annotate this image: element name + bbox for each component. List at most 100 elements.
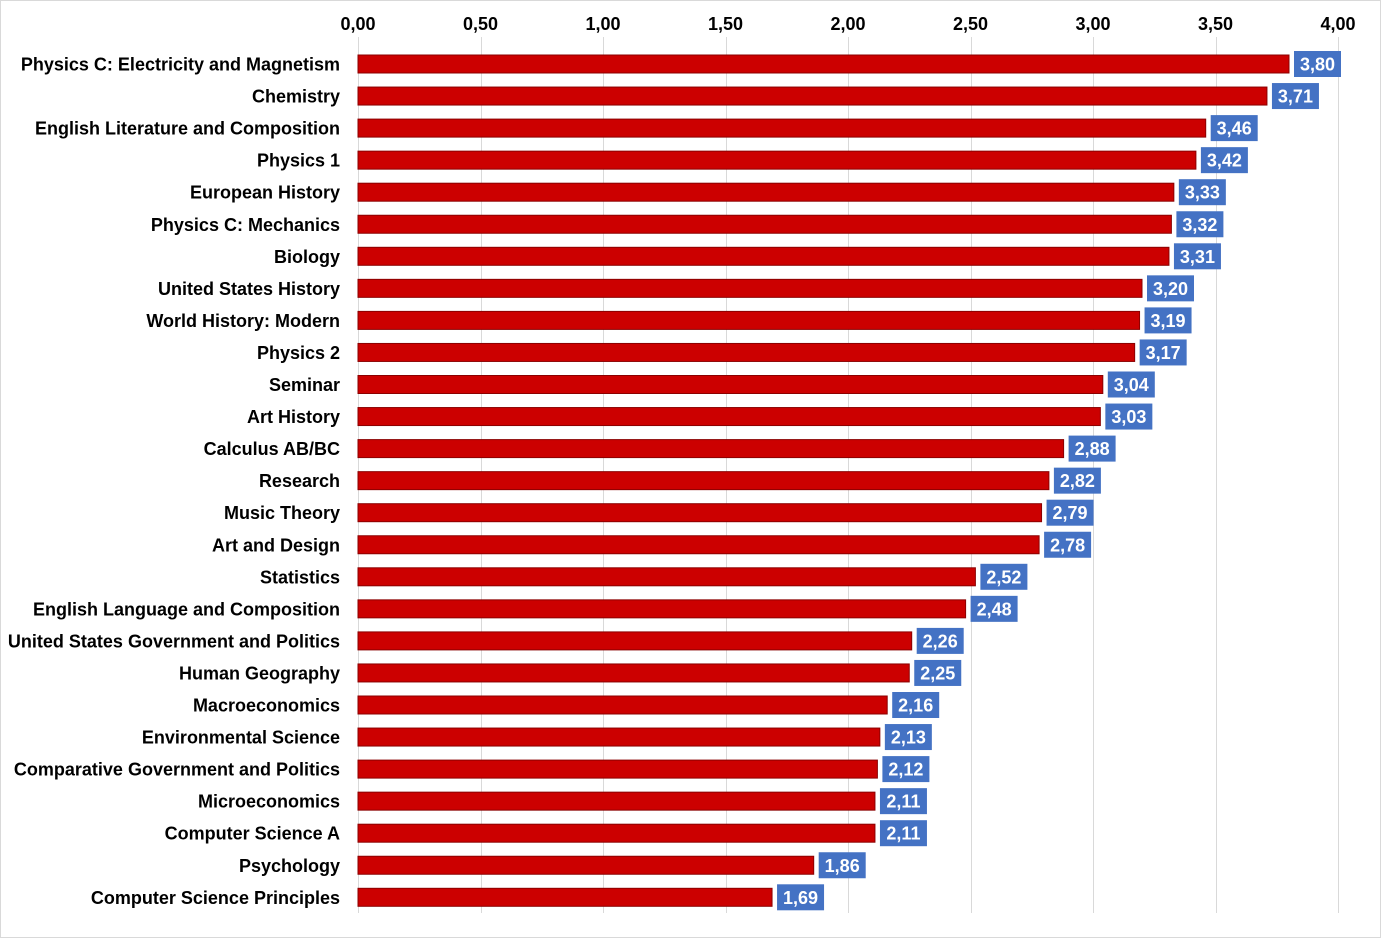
- data-label-box: [914, 659, 962, 686]
- bar: [357, 278, 1143, 298]
- category-label: Biology: [274, 247, 340, 267]
- data-label-box: [1271, 83, 1319, 110]
- data-label-box: [980, 563, 1028, 590]
- data-label: 2,12: [888, 760, 923, 780]
- data-label-box: [777, 884, 825, 911]
- data-label-box: [818, 852, 866, 879]
- category-label: United States Government and Politics: [8, 631, 340, 651]
- data-label: 2,48: [977, 599, 1012, 619]
- bar: [357, 407, 1101, 427]
- category-label: Computer Science A: [165, 824, 340, 844]
- category-label: Microeconomics: [198, 792, 340, 812]
- data-label: 2,52: [986, 567, 1021, 587]
- data-label-box: [879, 788, 927, 815]
- data-label-box: [970, 595, 1018, 622]
- category-label: Computer Science Principles: [91, 888, 340, 908]
- bar: [357, 214, 1172, 234]
- bar: [357, 471, 1050, 491]
- x-tick-label: 0,50: [463, 14, 498, 34]
- category-label: Human Geography: [179, 663, 340, 683]
- x-axis-ticks: 0,00 0,50 1,00 1,50 2,00 2,50 3,00 3,50 4,00: [340, 14, 1355, 34]
- category-label: Seminar: [269, 375, 340, 395]
- category-label: Psychology: [239, 856, 340, 876]
- category-label: Calculus AB/BC: [204, 439, 340, 459]
- bar: [357, 342, 1136, 362]
- category-label: United States History: [158, 279, 340, 299]
- bar: [357, 823, 876, 843]
- data-label: 3,32: [1182, 215, 1217, 235]
- data-label: 3,19: [1151, 311, 1186, 331]
- category-label: Research: [259, 471, 340, 491]
- data-label: 2,25: [920, 663, 955, 683]
- x-tick-label: 2,00: [830, 14, 865, 34]
- data-label: 2,82: [1060, 471, 1095, 491]
- data-label-box: [1105, 403, 1153, 430]
- data-label: 1,69: [783, 888, 818, 908]
- data-label-box: [1176, 211, 1224, 238]
- category-label: Art and Design: [212, 535, 340, 555]
- data-label-box: [892, 692, 940, 718]
- data-label-box: [1144, 307, 1192, 334]
- category-label: Macroeconomics: [193, 696, 340, 716]
- bar: [357, 599, 967, 619]
- category-label: Physics 1: [257, 151, 340, 171]
- bar: [357, 182, 1175, 202]
- data-label-box: [1046, 499, 1094, 526]
- data-label-box: [1147, 275, 1194, 302]
- category-label: European History: [190, 183, 340, 203]
- x-tick-label: 0,00: [340, 14, 375, 34]
- data-label: 2,11: [886, 824, 920, 844]
- data-label-box: [1294, 51, 1341, 77]
- bar: [357, 791, 876, 811]
- bar: [357, 695, 888, 715]
- data-label-box: [1210, 115, 1258, 142]
- data-label: 2,16: [898, 696, 933, 716]
- data-label-box: [882, 756, 930, 783]
- data-label: 3,46: [1217, 119, 1252, 139]
- x-tick-label: 3,50: [1198, 14, 1233, 34]
- x-tick-label: 1,00: [585, 14, 620, 34]
- bar: [357, 631, 913, 651]
- bar: [357, 567, 976, 587]
- data-label-box: [1139, 339, 1187, 366]
- category-label: World History: Modern: [146, 311, 340, 331]
- data-label-box: [884, 724, 932, 751]
- bar: [357, 535, 1040, 555]
- category-label: Physics 2: [257, 343, 340, 363]
- bar: [357, 663, 910, 683]
- data-label: 2,26: [923, 631, 958, 651]
- data-label-box: [879, 820, 927, 847]
- data-label-box: [916, 627, 964, 654]
- bar: [357, 150, 1197, 170]
- data-label-box: [1178, 179, 1226, 206]
- bar: [357, 855, 815, 875]
- data-label: 3,31: [1180, 247, 1215, 267]
- data-label-box: [1053, 467, 1101, 494]
- bars: [357, 54, 1290, 907]
- category-label: Statistics: [260, 567, 340, 587]
- bar: [357, 887, 773, 907]
- data-label: 3,17: [1146, 343, 1181, 363]
- data-label: 3,04: [1114, 375, 1149, 395]
- data-label: 2,79: [1053, 503, 1088, 523]
- bar: [357, 439, 1065, 459]
- data-label: 3,80: [1300, 55, 1335, 75]
- data-label: 2,11: [886, 792, 920, 812]
- category-label: Comparative Government and Politics: [14, 760, 340, 780]
- x-tick-label: 3,00: [1075, 14, 1110, 34]
- bar: [357, 86, 1268, 106]
- data-label: 2,78: [1050, 535, 1085, 555]
- data-label-box: [1173, 243, 1221, 270]
- category-label: Art History: [247, 407, 340, 427]
- bar: [357, 727, 881, 747]
- data-label: 3,20: [1153, 279, 1188, 299]
- data-label-box: [1068, 435, 1116, 462]
- category-label: Physics C: Electricity and Magnetism: [21, 55, 340, 75]
- x-tick-label: 2,50: [953, 14, 988, 34]
- data-label: 2,13: [891, 728, 926, 748]
- bar: [357, 759, 878, 779]
- data-label: 1,86: [825, 856, 860, 876]
- data-label: 3,33: [1185, 183, 1220, 203]
